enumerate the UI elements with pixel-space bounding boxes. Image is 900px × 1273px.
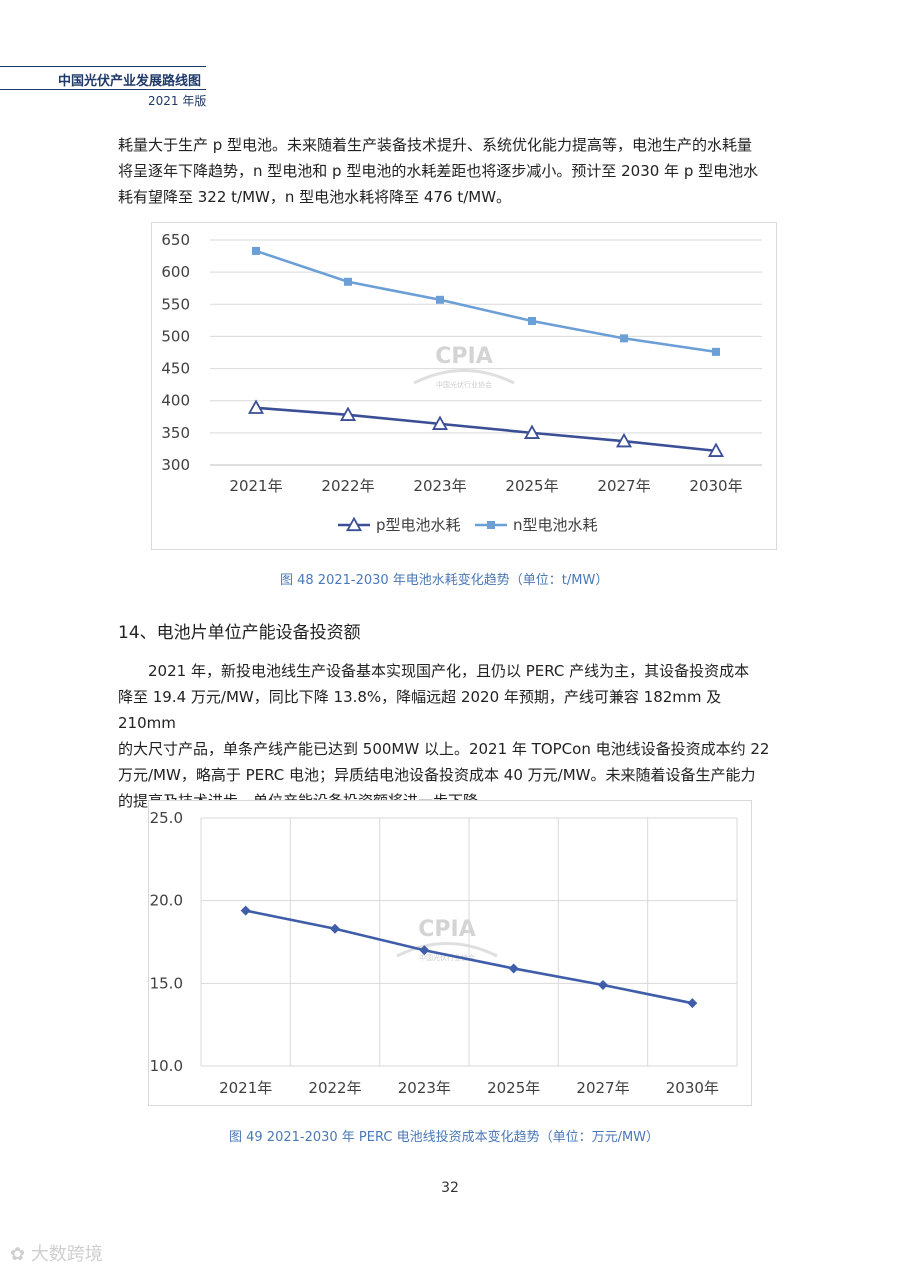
x-tick-label: 2021年 [229,477,282,495]
x-tick-label: 2030年 [689,477,742,495]
y-tick-label: 550 [161,295,190,313]
report-title: 中国光伏产业发展路线图 [58,74,202,89]
series-line [255,249,717,354]
header-rule-bottom [0,89,206,90]
watermark-org-text: 中国光伏行业协会 [436,380,492,389]
header-rule-top [0,66,206,67]
y-tick-label: 25.0 [150,809,183,827]
y-tick-label: 20.0 [150,892,183,910]
figure-49-chart: CPIA 中国光伏行业协会 25.0 20.0 15.0 10.0 2021年 2022年 20… [148,800,752,1106]
series-line [245,909,693,1005]
x-tick-label: 2030年 [666,1079,719,1097]
watermark-cpia-text: CPIA [418,917,475,942]
x-tick-label: 2021年 [219,1079,272,1097]
data-point-marker [528,317,536,325]
watermark-org-text: 中国光伏行业协会 [419,953,475,962]
data-point-marker [615,432,633,448]
x-tick-label: 2022年 [308,1079,361,1097]
paragraph-line: 耗量大于生产 p 型电池。未来随着生产装备技术提升、系统优化能力提高等，电池生产… [118,136,753,154]
report-edition: 2021 年版 [148,94,207,108]
data-point-marker [431,415,449,430]
data-point-marker [330,923,340,934]
data-point-marker [240,905,251,916]
y-tick-label: 10.0 [150,1057,183,1075]
figure-48-caption: 图 48 2021-2030 年电池水耗变化趋势（单位：t/MW） [280,573,609,588]
y-tick-label: 650 [161,231,190,249]
paragraph-line: 耗有望降至 322 t/MW，n 型电池水耗将降至 476 t/MW。 [118,188,512,206]
data-point-marker [712,347,720,356]
x-tick-label: 2027年 [576,1079,629,1097]
data-point-marker [687,998,698,1009]
section-heading: 14、电池片单位产能设备投资额 [118,623,361,643]
x-tick-label: 2025年 [487,1079,540,1097]
series-line [255,406,717,453]
y-tick-label: 300 [161,456,190,474]
data-point-marker [598,979,608,990]
x-tick-label: 2027年 [597,477,650,495]
data-point-marker [339,406,357,421]
corner-logo-icon: ✿ [10,1244,31,1265]
x-tick-label: 2023年 [413,477,466,495]
body-paragraph-water-consumption: 耗量大于生产 p 型电池。未来随着生产装备技术提升、系统优化能力提高等，电池生产… [118,132,782,210]
data-point-marker [508,963,519,974]
page-number: 32 [441,1180,459,1196]
figure-48-chart: CPIA 中国光伏行业协会 650 600 550 500 450 400 350 300 2021… [151,222,777,550]
watermark-arc [396,942,498,958]
data-point-marker [344,277,352,286]
data-point-marker [436,295,444,304]
x-tick-label: 2025年 [505,477,558,495]
legend-label: p型电池水耗 [376,516,461,534]
cpia-watermark: CPIA 中国光伏行业协会 [396,917,498,962]
paragraph-line: 降至 19.4 万元/MW，同比下降 13.8%，降幅远超 2020 年预期，产… [118,688,722,732]
legend-swatch-marker [345,516,363,532]
legend-swatch-marker [487,521,495,529]
data-point-marker [252,246,260,255]
watermark-arc [413,369,515,385]
x-tick-label: 2022年 [321,477,374,495]
y-tick-label: 15.0 [150,974,183,992]
body-paragraph-investment: 2021 年，新投电池线生产设备基本实现国产化，且仍以 PERC 产线为主，其设… [118,658,782,814]
figure-49-caption: 图 49 2021-2030 年 PERC 电池线投资成本变化趋势（单位：万元/… [229,1130,660,1145]
y-tick-label: 600 [161,263,190,281]
x-tick-label: 2023年 [398,1079,451,1097]
chart-49-svg: CPIA 中国光伏行业协会 25.0 20.0 15.0 10.0 2021年 2022年 20… [150,809,738,1097]
y-tick-label: 350 [161,424,190,442]
data-point-marker [707,442,725,457]
corner-watermark-logo: ✿ 大数跨境 [10,1240,103,1266]
legend-label: n型电池水耗 [513,516,598,534]
data-point-marker [247,399,265,414]
watermark-cpia-text: CPIA [435,344,492,369]
data-point-marker [620,334,628,343]
cpia-watermark: CPIA 中国光伏行业协会 [413,344,515,389]
corner-logo-text: 大数跨境 [30,1244,103,1265]
paragraph-line: 将呈逐年下降趋势，n 型电池和 p 型电池的水耗差距也将逐步减小。预计至 203… [118,162,759,180]
data-point-marker [419,945,430,956]
y-tick-label: 500 [161,327,190,345]
data-point-marker [523,424,541,439]
y-tick-label: 450 [161,360,190,378]
paragraph-line: 2021 年，新投电池线生产设备基本实现国产化，且仍以 PERC 产线为主，其设… [148,662,750,680]
paragraph-line: 万元/MW，略高于 PERC 电池；异质结电池设备投资成本 40 万元/MW。未… [118,766,756,784]
chart-48-svg: CPIA 中国光伏行业协会 650 600 550 500 450 400 350 300 2021… [161,231,762,534]
y-tick-label: 400 [161,392,190,410]
paragraph-line: 的大尺寸产品，单条产线产能已达到 500MW 以上。2021 年 TOPCon … [118,740,770,758]
